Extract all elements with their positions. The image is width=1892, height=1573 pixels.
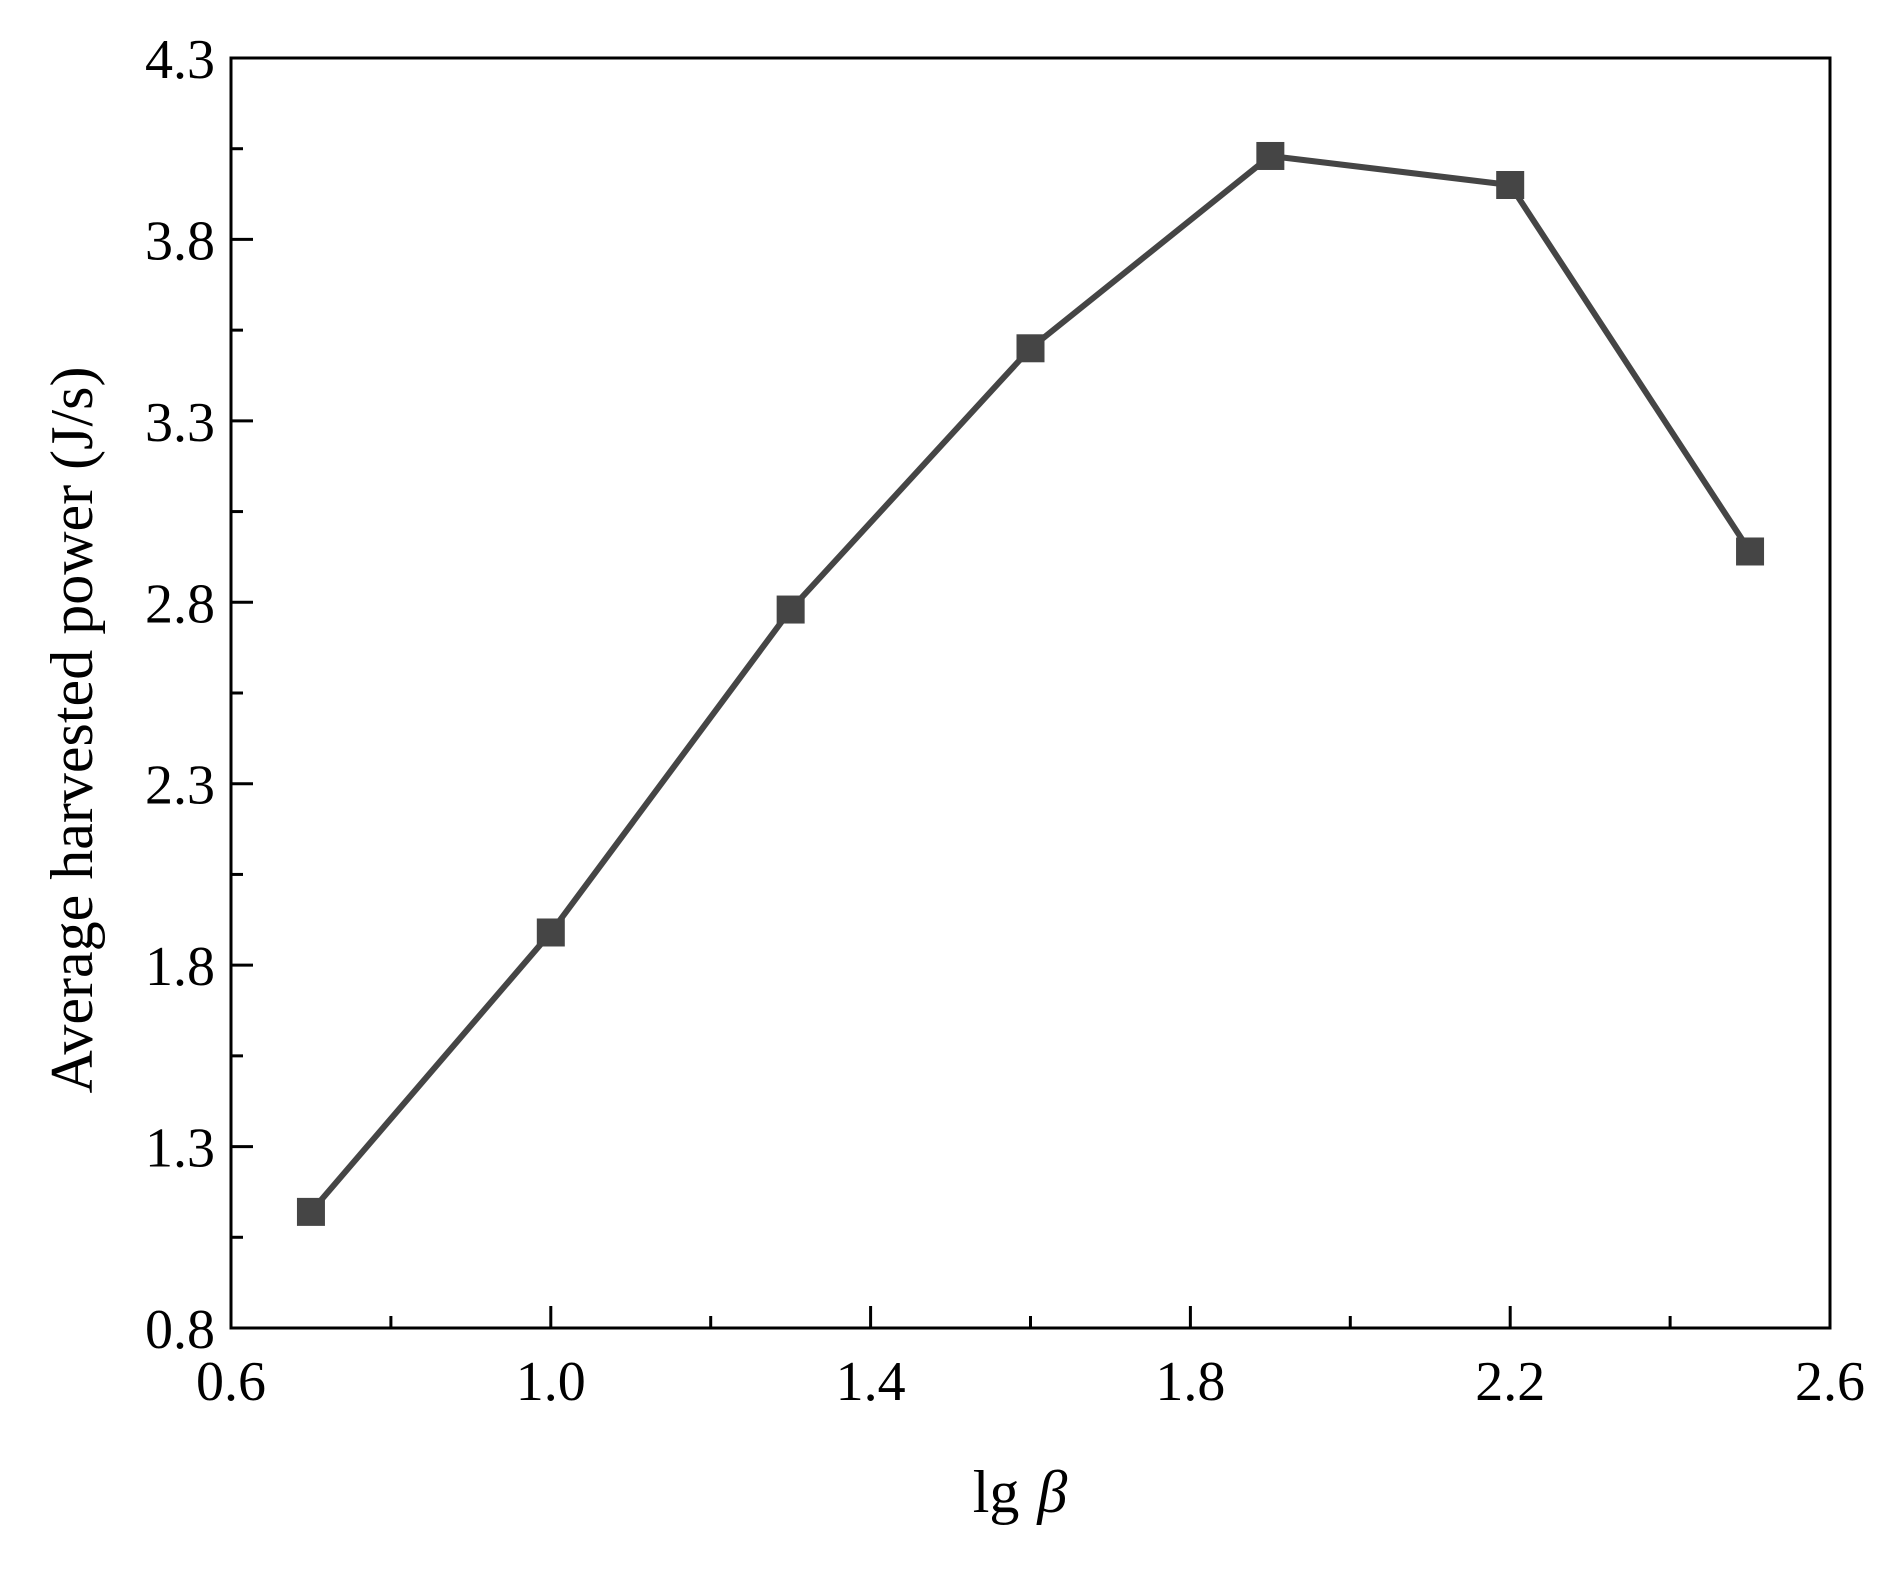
plot-layer: 0.6 1.0 1.4 1.8 2.2 2.6 0.8 1.3 1.8 2.3 2.8 3.3 3.8 4… [145,29,1865,1413]
data-point [1496,171,1525,199]
y-tick-label: 2.3 [145,755,215,817]
series-line [308,153,1753,1214]
x-tick-label: 2.2 [1475,1351,1545,1413]
plot-frame [229,56,1832,1330]
x-tick-label: 1.4 [836,1351,906,1413]
y-tick-label: 0.8 [145,1299,215,1361]
y-tick-label: 1.8 [145,936,215,998]
data-point [296,1197,325,1226]
y-axis-title: Average harvested power (J/s) [39,367,105,1094]
y-tick-label: 3.3 [145,392,215,454]
y-tick-label: 4.3 [145,29,215,91]
x-tick-label: 1.8 [1155,1351,1225,1413]
data-point [536,918,565,947]
data-point [776,595,805,624]
y-tick-label: 1.3 [145,1118,215,1180]
data-point [1736,537,1765,566]
x-tick-label: 2.6 [1795,1351,1865,1413]
y-tick-label: 3.8 [145,210,215,272]
y-tick-label: 2.8 [145,573,215,635]
x-tick-label: 0.6 [196,1351,266,1413]
x-axis-title-symbol: β [1036,1459,1067,1525]
x-axis-title-main: lg [973,1459,1020,1525]
x-tick-label: 1.0 [516,1351,586,1413]
data-point [1256,141,1285,170]
x-axis-title: lg β [973,1459,1068,1525]
data-point [1016,334,1045,363]
